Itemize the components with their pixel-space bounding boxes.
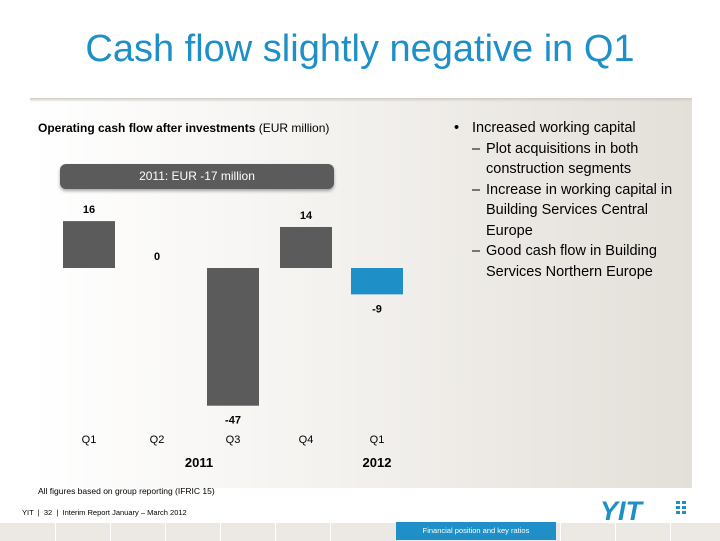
- bullet-sub-3: Good cash flow in Building Services Nort…: [452, 241, 692, 282]
- bottom-navigation-bar: [0, 522, 720, 541]
- nav-divider: [615, 523, 616, 541]
- data-label-4: -9: [372, 303, 382, 315]
- footer-page-number: 32: [43, 508, 53, 517]
- label-group: 16 Q1 0 Q2 -47 Q3 14 Q4 -9 Q1 2011 2012: [82, 204, 392, 470]
- bullet-main: Increased working capital: [452, 118, 692, 139]
- section-tab-financial-position[interactable]: Financial position and key ratios: [396, 522, 556, 540]
- chart-title-main: Operating cash flow after investments: [38, 121, 256, 135]
- bullet-sub-1: Plot acquisitions in both construction s…: [452, 139, 692, 180]
- commentary-bullets: Increased working capital Plot acquisiti…: [452, 118, 692, 282]
- footnote: All figures based on group reporting (IF…: [38, 486, 215, 496]
- x-tick-label-3: Q4: [299, 434, 314, 446]
- footer-info: YIT | 32 | Interim Report January – Marc…: [22, 508, 187, 517]
- x-tick-label-2: Q3: [226, 434, 241, 446]
- bar-q1-0: [63, 221, 115, 268]
- nav-divider: [110, 523, 111, 541]
- data-label-0: 16: [83, 204, 95, 216]
- logo-text: YIT: [600, 498, 645, 522]
- x-tick-label-1: Q2: [150, 434, 165, 446]
- bullet-sub-2: Increase in working capital in Building …: [452, 180, 692, 242]
- nav-divider: [165, 523, 166, 541]
- slide-title: Cash flow slightly negative in Q1: [85, 28, 635, 70]
- data-label-2: -47: [225, 415, 241, 427]
- data-label-1: 0: [154, 251, 160, 263]
- chart-title-unit: (EUR million): [258, 121, 330, 135]
- chart-title: Operating cash flow after investments (E…: [38, 121, 329, 135]
- annual-total-banner: 2011: EUR -17 million: [60, 164, 334, 189]
- data-label-3: 14: [300, 210, 313, 222]
- footer-report-title: Interim Report January – March 2012: [62, 508, 187, 517]
- footer-brand: YIT: [22, 508, 34, 517]
- bar-q1-4: [351, 268, 403, 295]
- bar-q4-3: [280, 226, 332, 268]
- bar-q3-2: [207, 268, 259, 406]
- bar-group: [63, 221, 403, 406]
- nav-divider: [560, 523, 561, 541]
- nav-divider: [330, 523, 331, 541]
- panel-top-shadow: [30, 98, 692, 102]
- x-tick-label-0: Q1: [82, 434, 97, 446]
- x-tick-label-4: Q1: [370, 434, 385, 446]
- nav-divider: [670, 523, 671, 541]
- group-label-2011: 2011: [185, 455, 213, 470]
- nav-divider: [220, 523, 221, 541]
- yit-logo: YIT: [600, 498, 686, 522]
- group-label-2012: 2012: [363, 455, 392, 470]
- nav-divider: [55, 523, 56, 541]
- nav-divider: [275, 523, 276, 541]
